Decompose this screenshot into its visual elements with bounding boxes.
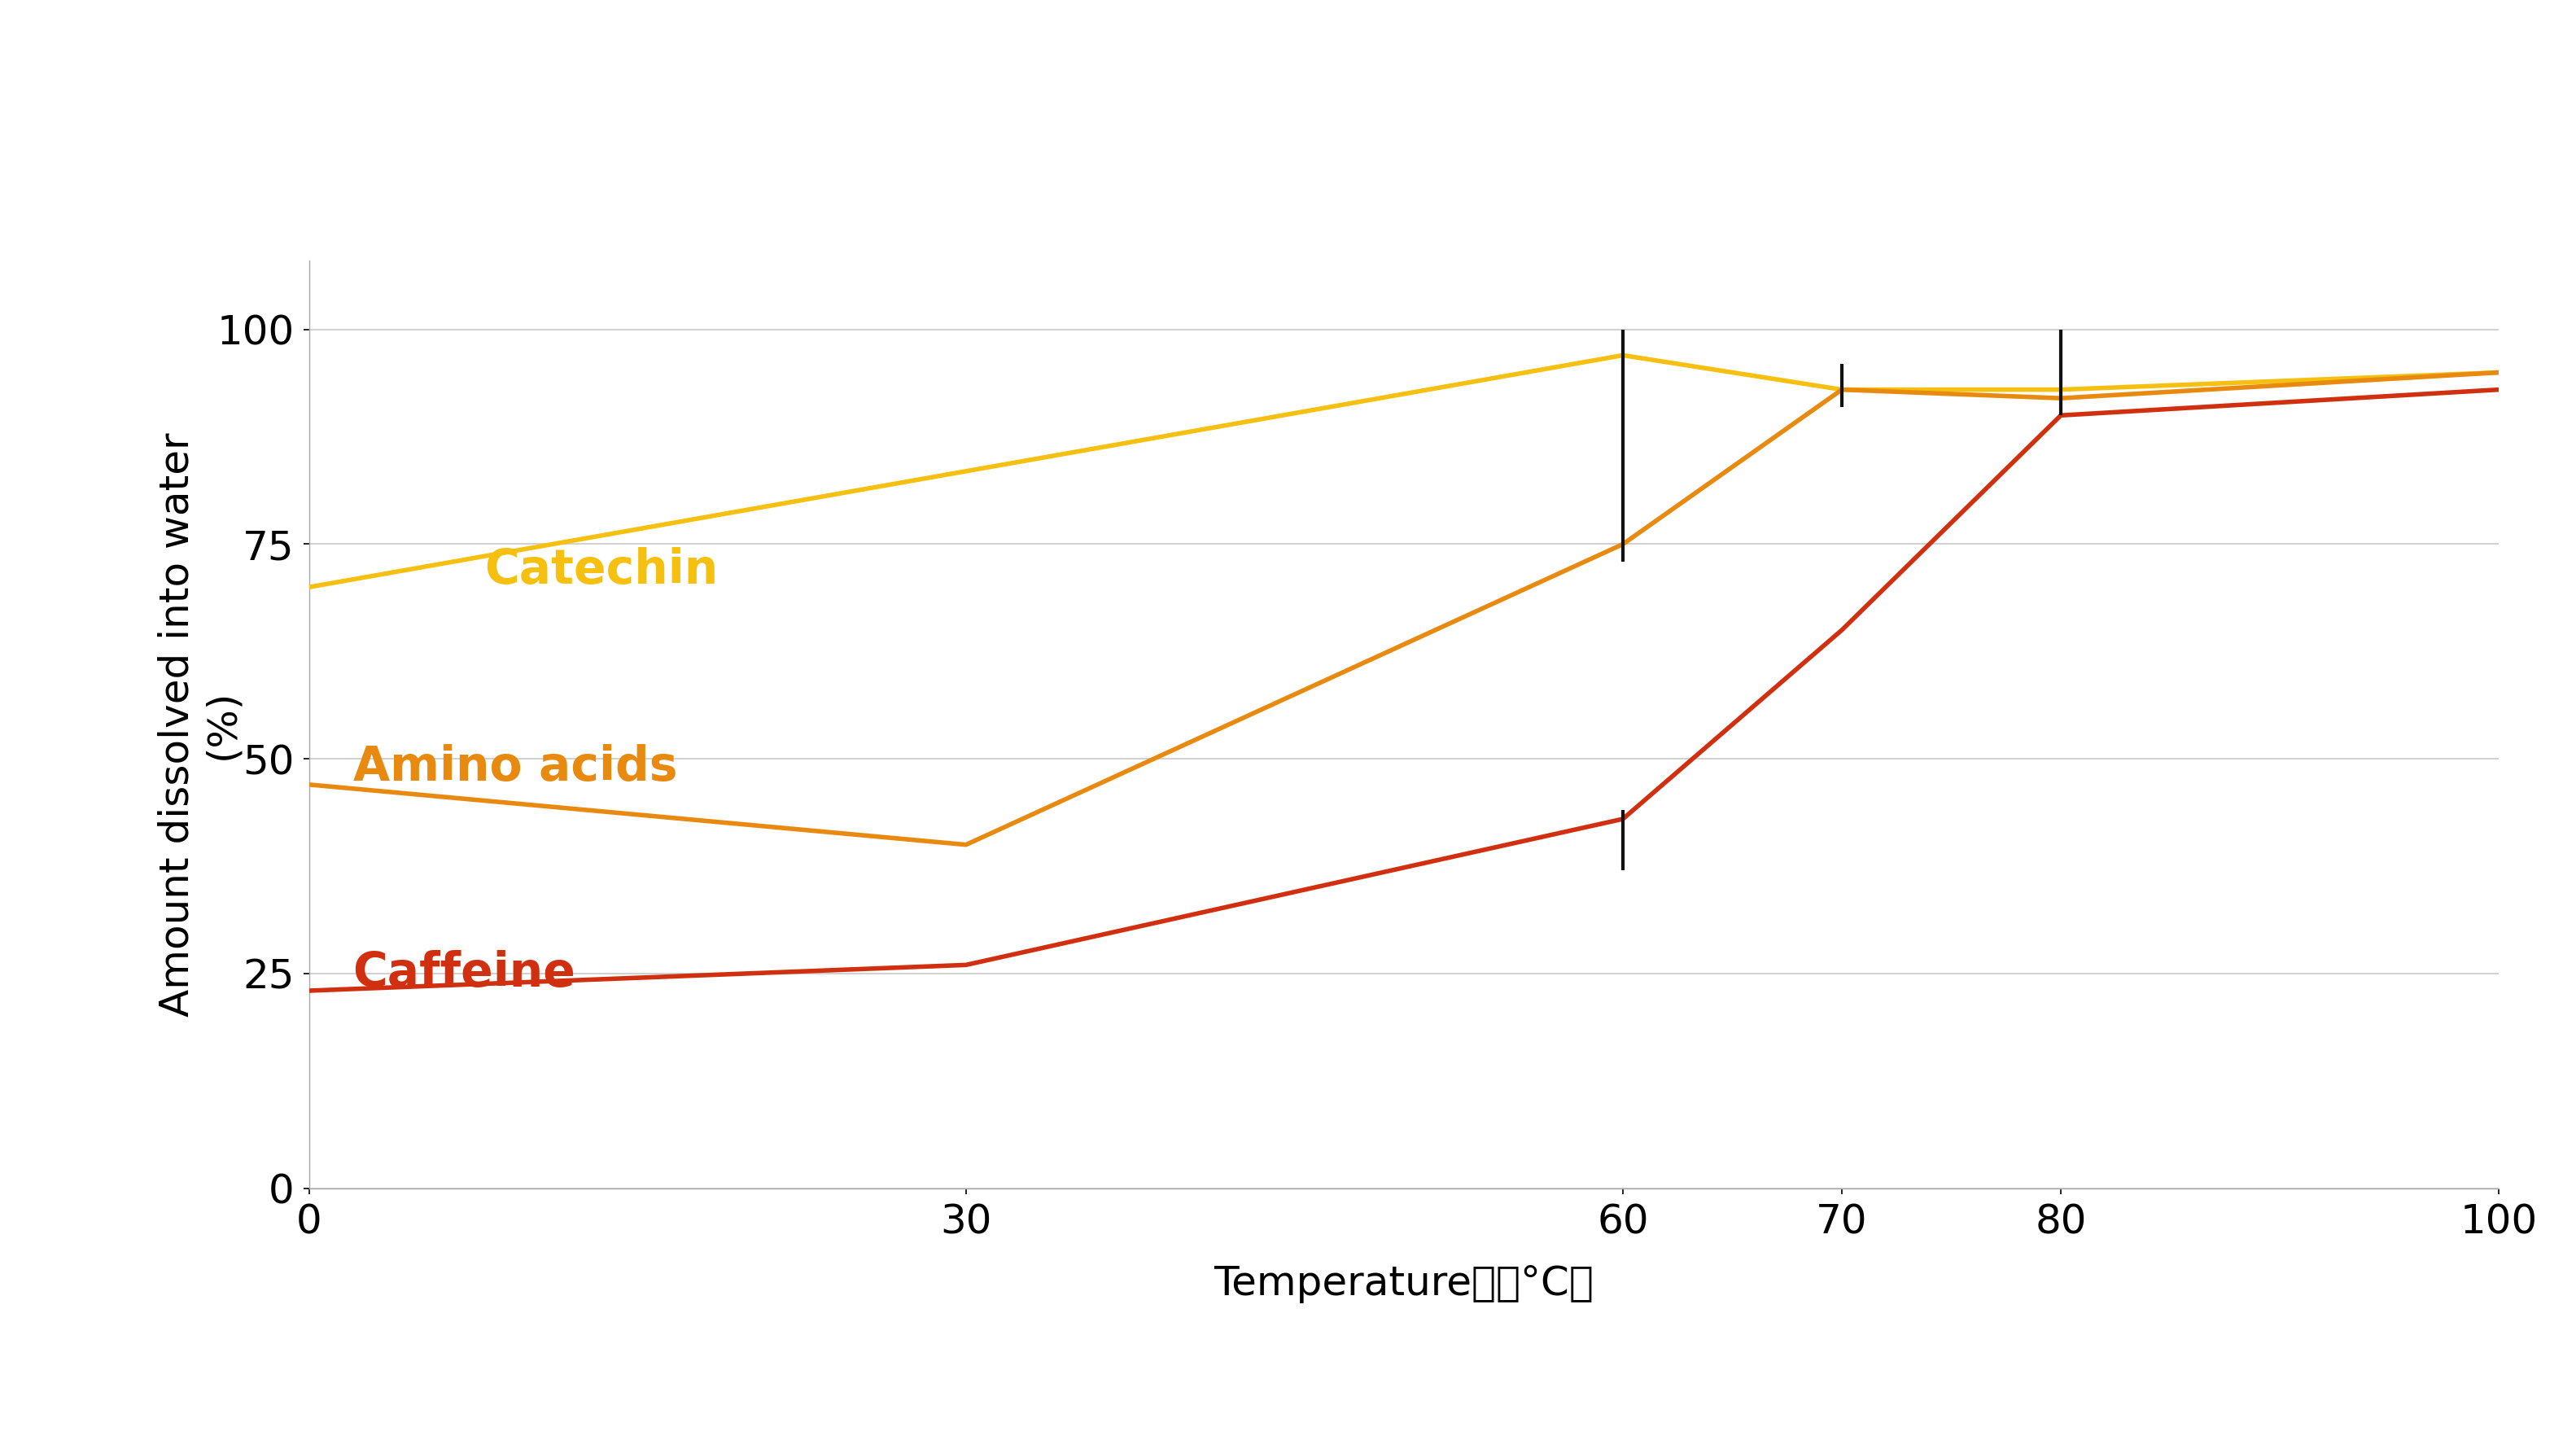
Text: Caffeine: Caffeine [353,951,577,997]
Y-axis label: Amount dissolved into water
(%): Amount dissolved into water (%) [157,432,242,1017]
Text: Amino acids: Amino acids [353,745,677,791]
X-axis label: Temperature　（°C）: Temperature （°C） [1213,1265,1595,1304]
Text: Catechin: Catechin [484,546,719,593]
